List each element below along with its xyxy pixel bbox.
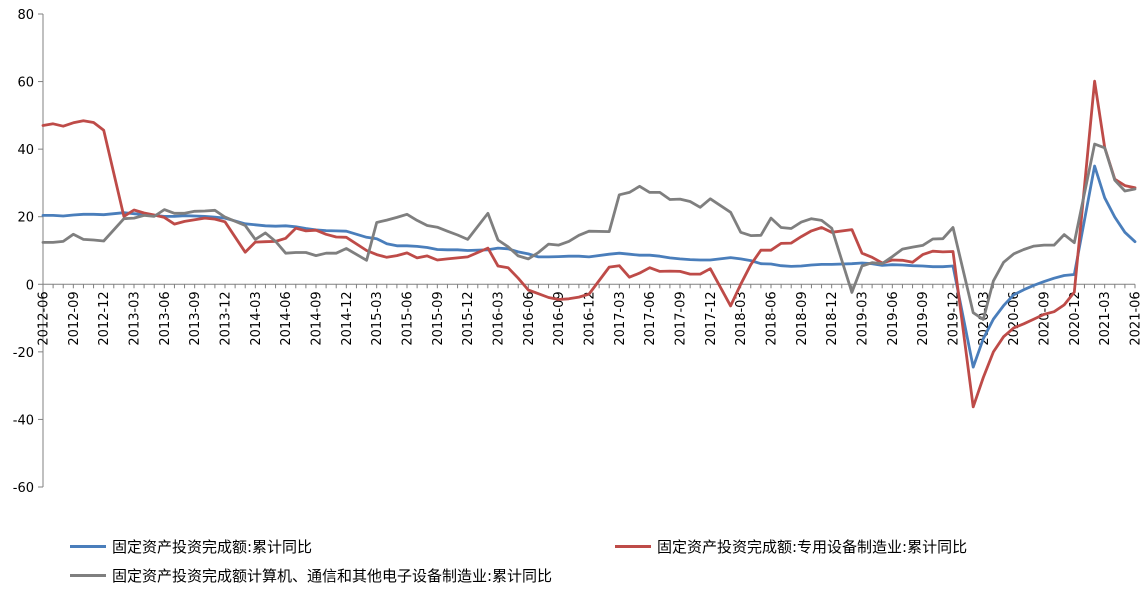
x-tick-label: 2015-09 [431, 291, 446, 345]
x-tick-label: 2017-03 [613, 291, 628, 345]
x-tick-label: 2013-09 [188, 291, 203, 345]
x-tick-label: 2018-06 [765, 291, 780, 345]
y-tick-label: 60 [17, 76, 34, 91]
series-line-1 [41, 164, 1137, 369]
y-tick-label: 80 [17, 8, 34, 23]
legend-swatch-2 [615, 545, 651, 548]
y-tick-label: 0 [26, 278, 34, 293]
x-tick-label: 2012-06 [37, 291, 52, 345]
legend-label-3: 固定资产投资完成额计算机、通信和其他电子设备制造业:累计同比 [112, 567, 553, 585]
x-tick-label: 2015-12 [461, 291, 476, 345]
legend-item-3: 固定资产投资完成额计算机、通信和其他电子设备制造业:累计同比 [70, 565, 552, 586]
x-tick-label: 2021-06 [1129, 291, 1144, 345]
x-tick-label: 2015-03 [370, 291, 385, 345]
x-tick-label: 2012-12 [97, 291, 112, 345]
x-tick-label: 2018-12 [825, 291, 840, 345]
x-tick-label: 2021-03 [1098, 291, 1113, 345]
legend-swatch-1 [70, 545, 106, 548]
series-line-2 [41, 79, 1137, 409]
x-axis: 2012-06 2012-09 2012-12 2013-03 2013-06 2013-… [37, 283, 1144, 346]
x-tick-label: 2016-09 [552, 291, 567, 345]
y-tick-label: -20 [13, 346, 34, 361]
legend-label-2: 固定资产投资完成额:专用设备制造业:累计同比 [657, 538, 968, 556]
x-tick-label: 2016-03 [492, 291, 507, 345]
x-tick-label: 2017-09 [674, 291, 689, 345]
x-tick-label: 2013-03 [128, 291, 143, 345]
x-tick-label: 2018-03 [734, 291, 749, 345]
x-tick-label: 2019-12 [947, 291, 962, 345]
y-axis: -60 -40 -20 0 20 40 60 80 [13, 8, 44, 496]
x-tick-label: 2017-12 [704, 291, 719, 345]
x-tick-label: 2016-12 [583, 291, 598, 345]
x-tick-label: 2013-06 [158, 291, 173, 345]
x-tick-label: 2012-09 [67, 291, 82, 345]
x-tick-label: 2017-06 [643, 291, 658, 345]
x-tick-label: 2018-09 [795, 291, 810, 345]
x-tick-label: 2019-03 [856, 291, 871, 345]
x-tick-label: 2014-09 [310, 291, 325, 345]
x-tick-label: 2016-06 [522, 291, 537, 345]
x-tick-label: 2014-06 [279, 291, 294, 345]
y-tick-label: 40 [17, 143, 34, 158]
legend-item-2: 固定资产投资完成额:专用设备制造业:累计同比 [615, 536, 967, 557]
y-tick-label: 20 [17, 211, 34, 226]
y-tick-label: -40 [13, 413, 34, 428]
x-tick-label: 2019-09 [916, 291, 931, 345]
x-tick-label: 2013-12 [219, 291, 234, 345]
x-tick-label: 2020-12 [1068, 291, 1083, 345]
x-tick-label: 2020-09 [1038, 291, 1053, 345]
x-tick-label: 2014-03 [249, 291, 264, 345]
x-tick-label: 2014-12 [340, 291, 355, 345]
series-line-3 [41, 142, 1137, 321]
legend-item-1: 固定资产投资完成额:累计同比 [70, 536, 312, 557]
legend-label-1: 固定资产投资完成额:累计同比 [112, 538, 313, 556]
x-tick-label: 2019-06 [886, 291, 901, 345]
series-lines [41, 79, 1137, 409]
y-tick-label: -60 [13, 481, 34, 496]
legend-swatch-3 [70, 574, 106, 577]
x-tick-label: 2015-06 [401, 291, 416, 345]
